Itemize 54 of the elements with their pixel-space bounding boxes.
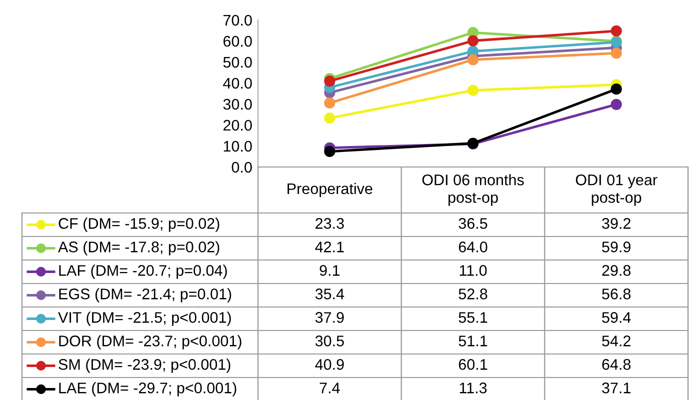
- data-label: 30.5: [315, 336, 344, 346]
- data-label: 39.2: [602, 218, 630, 229]
- y-tick-label: 10.0: [224, 140, 252, 152]
- legend-label: VIT (DM= -21.5; p<0.001): [58, 312, 231, 326]
- legend-label: AS (DM= -17.8; p=0.02): [58, 241, 220, 256]
- data-label: 11.0: [460, 265, 487, 276]
- y-tick-label: 50.0: [223, 56, 252, 68]
- data-label: 9.1: [320, 265, 340, 276]
- point: [467, 54, 479, 66]
- point: [610, 84, 622, 95]
- data-label: 56.8: [602, 288, 631, 300]
- y-tick-label: 20.0: [223, 120, 252, 131]
- data-label: 36.5: [458, 218, 488, 229]
- x-tick-label: Preoperative: [288, 182, 372, 198]
- point: [467, 35, 479, 46]
- legend-label: DOR (DM= -23.7; p<0.001): [59, 335, 242, 350]
- legend-label: CF (DM= -15.9; p=0.02): [58, 218, 220, 232]
- data-label: 59.4: [602, 312, 631, 323]
- y-tick-label: 0.0: [232, 162, 252, 173]
- y-tick-label: 70.0: [223, 14, 252, 26]
- point: [324, 97, 336, 109]
- legend-label: LAF (DM= -20.7; p=0.04): [59, 264, 227, 279]
- point: [610, 25, 622, 36]
- data-label: 59.9: [602, 242, 630, 252]
- data-label: 64.8: [602, 359, 631, 370]
- x-tick-label: ODI 06 months post-op: [422, 174, 524, 206]
- data-label: 60.1: [458, 359, 488, 370]
- point: [467, 84, 479, 96]
- data-label: 37.9: [315, 312, 344, 323]
- data-label: 35.4: [315, 288, 344, 300]
- legend-label: SM (DM= -23.9; p<0.001): [58, 358, 230, 373]
- data-label: 29.8: [602, 265, 631, 276]
- point: [324, 146, 336, 158]
- y-tick-label: 40.0: [223, 78, 252, 89]
- data-label: 7.4: [320, 382, 340, 394]
- y-tick-label: 30.0: [223, 98, 252, 110]
- point: [324, 76, 336, 87]
- legend-label: EGS (DM= -21.4; p=0.01): [59, 288, 232, 302]
- data-label: 64.0: [458, 242, 488, 252]
- y-tick-label: 60.0: [223, 36, 252, 47]
- data-label: 37.1: [602, 382, 630, 394]
- point: [610, 98, 622, 110]
- data-label: 40.9: [315, 359, 344, 370]
- data-label: 42.1: [315, 242, 344, 252]
- data-label: 52.8: [458, 288, 488, 300]
- point: [324, 112, 336, 124]
- data-label: 55.1: [458, 312, 488, 323]
- data-label: 11.3: [460, 382, 487, 394]
- data-label: 54.2: [602, 336, 630, 346]
- data-label: 51.1: [458, 336, 488, 346]
- point: [610, 48, 622, 59]
- x-tick-label: ODI 01 year post-op: [576, 174, 658, 206]
- legend-label: LAE (DM= -29.7; p<0.001): [59, 382, 236, 396]
- data-label: 23.3: [316, 218, 344, 229]
